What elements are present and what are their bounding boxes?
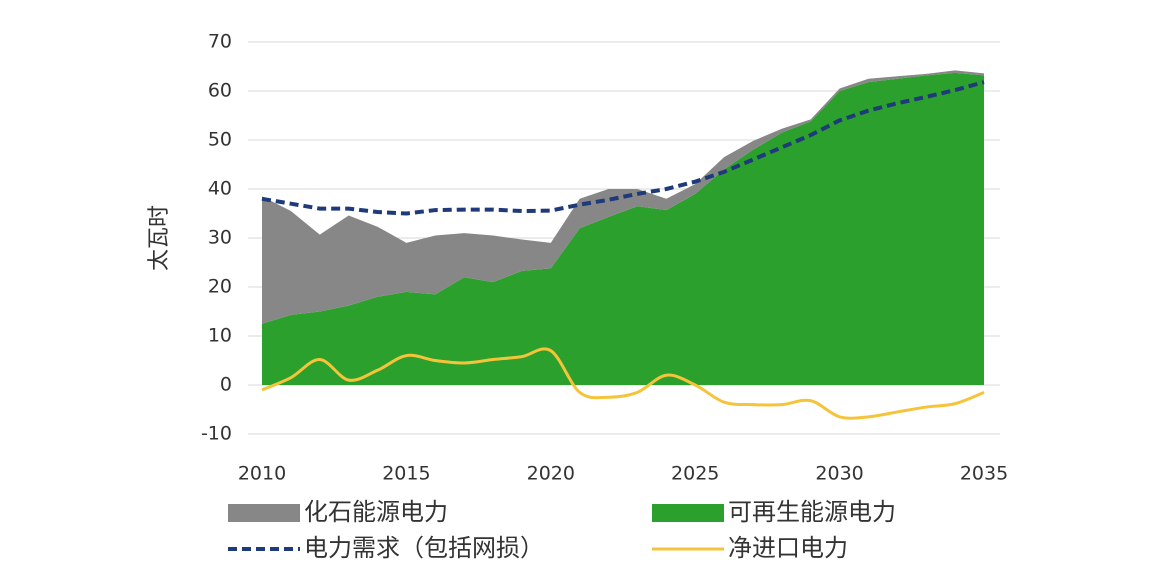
legend-swatch [652,504,724,522]
line [261,80,985,216]
legend-label: 可再生能源电力 [728,498,896,526]
y-tick-label: 40 [208,178,232,200]
area [262,70,984,324]
x-tick-label: 2035 [960,463,1008,485]
y-tick-label: 0 [220,374,232,396]
y-tick-label: 70 [208,31,232,53]
y-tick-label: 30 [208,227,232,249]
x-tick-label: 2020 [527,463,575,485]
legend-label: 化石能源电力 [304,498,448,526]
legend-label: 电力需求（包括网损） [304,534,544,562]
legend-swatch [228,504,300,522]
x-tick-label: 2025 [671,463,719,485]
x-tick-label: 2030 [815,463,863,485]
area [262,72,984,386]
y-tick-label: 20 [208,276,232,298]
y-tick-label: 10 [208,325,232,347]
x-tick-label: 2010 [238,463,286,485]
line [261,347,985,420]
y-axis-label: 太瓦时 [147,205,172,271]
y-tick-label: 60 [208,80,232,102]
x-tick-label: 2015 [382,463,430,485]
y-tick-label: 50 [208,129,232,151]
y-tick-label: -10 [201,423,232,445]
legend-label: 净进口电力 [728,534,848,562]
